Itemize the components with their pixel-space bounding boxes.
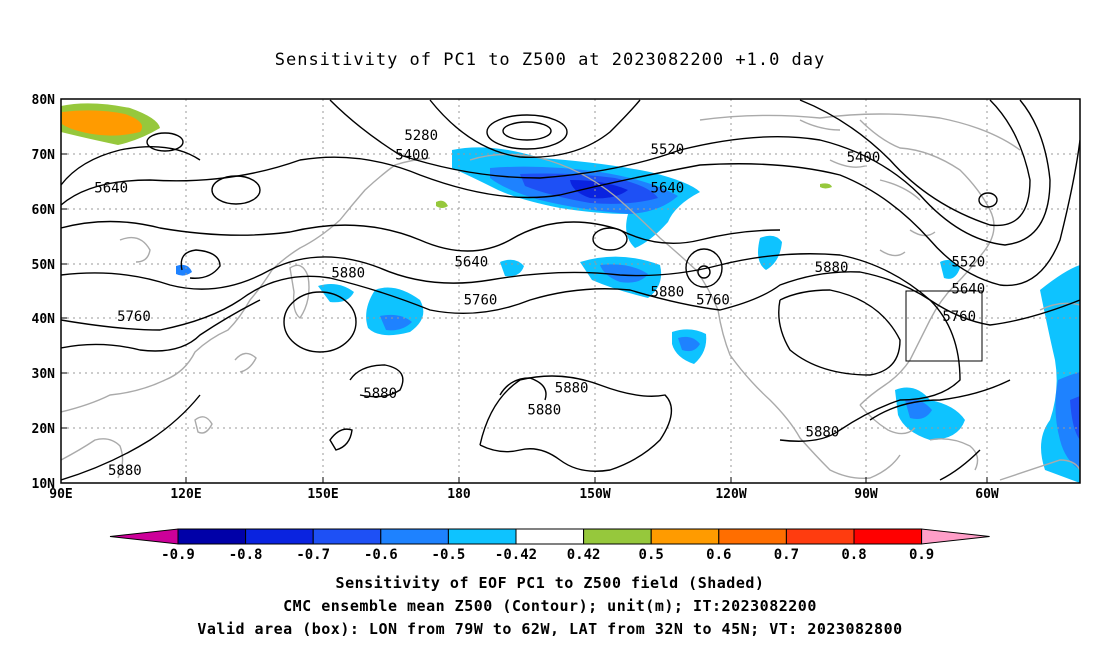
lon-label: 120E <box>170 487 201 502</box>
colorbar-label: 0.8 <box>841 547 866 563</box>
caption-shading: Sensitivity of EOF PC1 to Z500 field (Sh… <box>335 574 765 592</box>
contour-label: 5880 <box>806 424 840 440</box>
contour-label: 5400 <box>395 147 429 163</box>
lon-label: 90W <box>854 487 878 502</box>
colorbar-segment <box>447 528 517 545</box>
lat-label: 70N <box>32 148 56 163</box>
colorbar-label: 0.6 <box>706 547 731 563</box>
contour-label: 5640 <box>651 180 685 196</box>
colorbar-label: -0.6 <box>364 547 398 563</box>
colorbar-label: -0.8 <box>229 547 263 563</box>
longitude-labels: 90E 120E 150E 180 150W 120W 90W 60W <box>49 487 999 502</box>
contour-label: 5520 <box>651 142 685 158</box>
contour-label: 5400 <box>847 150 881 166</box>
colorbar-label: -0.7 <box>296 547 330 563</box>
plot-frame <box>60 98 1081 484</box>
colorbar-segment <box>583 528 652 545</box>
axis-ticks <box>61 98 988 484</box>
lat-label: 50N <box>32 258 56 273</box>
colorbar-segment <box>312 528 382 545</box>
gridlines <box>61 99 1080 483</box>
contour-label: 5520 <box>951 254 985 270</box>
colorbar-label: -0.42 <box>495 547 537 563</box>
lon-label: 180 <box>447 487 471 502</box>
contour-label: 5280 <box>404 128 438 144</box>
lat-label: 20N <box>32 422 56 437</box>
colorbar-label: 0.7 <box>774 547 799 563</box>
colorbar-label: 0.5 <box>639 547 664 563</box>
contour-label: 5640 <box>951 282 985 298</box>
contour-label: 5880 <box>555 380 589 396</box>
colorbar-label: 0.42 <box>567 547 601 563</box>
colorbar-segment <box>853 528 923 545</box>
colorbar-segment <box>718 528 787 545</box>
latitude-labels: 80N 70N 60N 50N 40N 30N 20N 10N <box>32 93 56 492</box>
colorbar-low-end <box>109 528 179 545</box>
lat-label: 60N <box>32 203 56 218</box>
colorbar-high-end <box>921 528 990 545</box>
contour-label: 5880 <box>331 265 365 281</box>
lat-label: 30N <box>32 367 56 382</box>
colorbar-label: 0.9 <box>909 547 934 563</box>
lon-label: 150E <box>307 487 338 502</box>
colorbar-segment <box>650 528 720 545</box>
colorbar-label: -0.5 <box>432 547 466 563</box>
sensitivity-shading <box>61 103 1080 483</box>
contour-label: 5760 <box>942 309 976 325</box>
contour-label: 5880 <box>651 284 685 300</box>
contour-label: 5880 <box>815 260 849 276</box>
contour-labels: 5280 5400 5520 5640 5400 5640 5520 5640 5880 5880… <box>94 128 985 479</box>
contour-label: 5880 <box>108 463 142 479</box>
lon-label: 60W <box>975 487 999 502</box>
contour-label: 5880 <box>363 386 397 402</box>
lat-label: 40N <box>32 312 56 327</box>
colorbar-segment <box>245 528 314 545</box>
contour-label: 5760 <box>696 293 730 309</box>
caption-valid-area: Valid area (box): LON from 79W to 62W, L… <box>197 620 903 638</box>
valid-area-box <box>905 290 983 362</box>
lat-label: 80N <box>32 93 56 108</box>
lon-label: 90E <box>49 487 72 502</box>
lat-label: 10N <box>32 477 56 492</box>
contour-label: 5760 <box>117 309 151 325</box>
colorbar-segment <box>515 528 585 545</box>
caption-contour: CMC ensemble mean Z500 (Contour); unit(m… <box>283 597 817 615</box>
contour-label: 5760 <box>464 293 498 309</box>
lon-label: 120W <box>715 487 746 502</box>
lon-label: 150W <box>579 487 610 502</box>
colorbar-segment <box>177 528 247 545</box>
contour-label: 5880 <box>527 402 561 418</box>
coastlines <box>61 113 1080 481</box>
colorbar: -0.9 -0.8 -0.7 -0.6 -0.5 -0.42 0.42 0.5 0.6 0.7 0.… <box>109 528 990 563</box>
contour-label: 5640 <box>454 254 488 270</box>
colorbar-segment <box>380 528 449 545</box>
z500-contours <box>61 99 1080 481</box>
figure-title: Sensitivity of PC1 to Z500 at 2023082200… <box>274 50 826 70</box>
contour-label: 5640 <box>94 180 128 196</box>
colorbar-segment <box>785 528 855 545</box>
colorbar-label: -0.9 <box>161 547 195 563</box>
